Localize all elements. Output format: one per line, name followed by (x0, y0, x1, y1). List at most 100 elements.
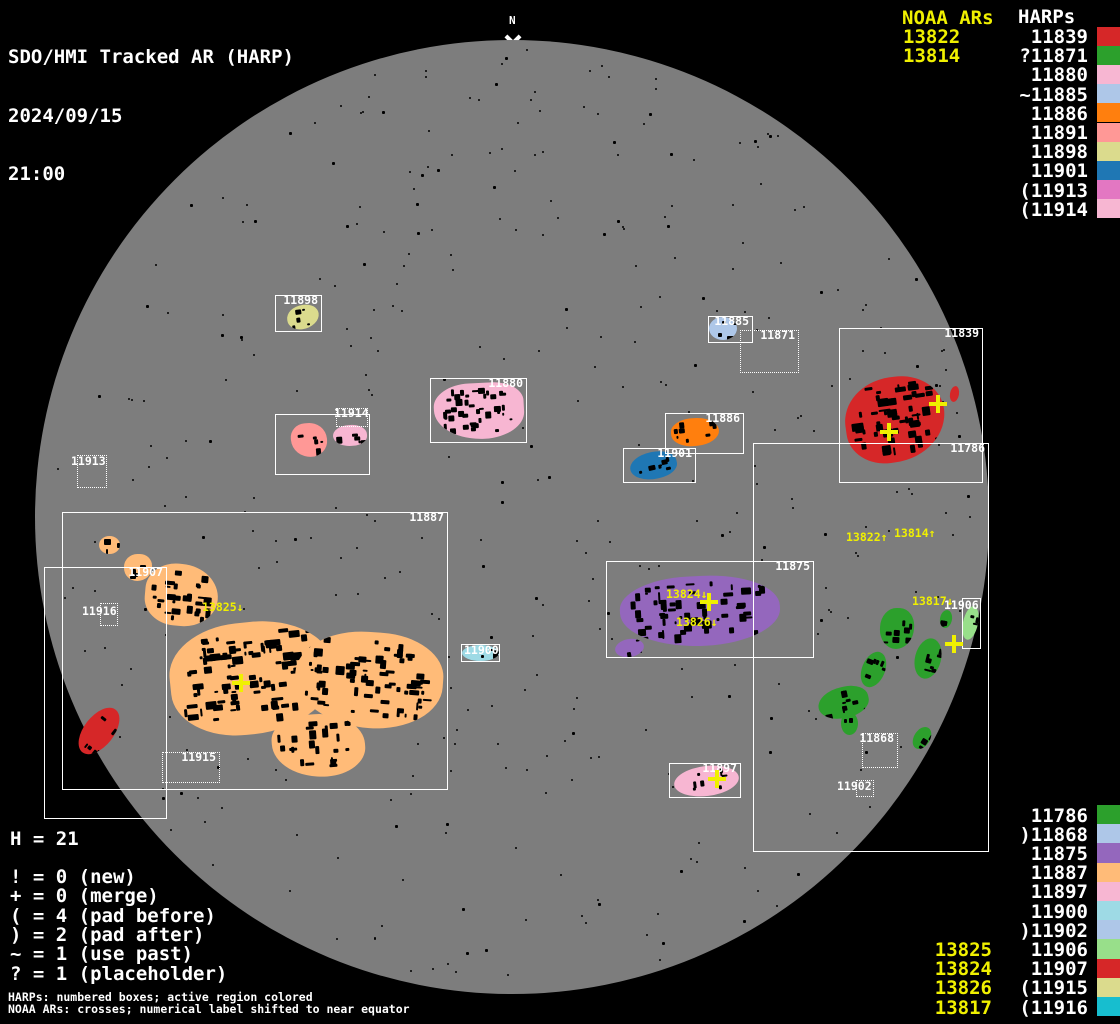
legend-harp-11916: (11916 (1019, 996, 1088, 1019)
harp-label-11898: 11898 (283, 293, 318, 307)
harp-box-11839 (839, 328, 983, 483)
harp-box-11900 (461, 644, 500, 662)
solar-disk (35, 40, 989, 994)
legend-noaa-13822: 13822 (903, 26, 961, 48)
legend-harp-11897: 11897 (1030, 881, 1088, 904)
harp-box-11906 (962, 598, 981, 649)
harp-label-11902: 11902 (837, 779, 872, 793)
legend-noaa-13817: 13817 (934, 996, 992, 1019)
harp-label-11875: 11875 (775, 559, 810, 573)
legend-swatch-11839 (1097, 26, 1120, 46)
harp-box-11871 (740, 330, 799, 373)
noaa-annotation: 13822↑ (846, 530, 888, 544)
legend-harp-11880: 11880 (1030, 64, 1088, 87)
harp-count: H = 21 (10, 828, 79, 850)
stat-line: ! = 0 (new) (10, 866, 136, 888)
harp-label-11916: 11916 (82, 604, 117, 618)
stat-line: ) = 2 (pad after) (10, 923, 205, 946)
harp-label-11897: 11897 (702, 761, 737, 775)
legend-swatch-11875 (1097, 843, 1120, 863)
legend-swatch-11900 (1097, 901, 1120, 921)
noaa-cross-icon (945, 635, 963, 653)
stat-line: ~ = 1 (use past) (10, 943, 194, 966)
harp-label-11887: 11887 (409, 510, 444, 524)
harp-label-11906: 11906 (944, 598, 979, 612)
legend-swatch-11891 (1097, 122, 1120, 142)
legend-swatch-11915 (1097, 977, 1120, 997)
legend-swatch-11871 (1097, 45, 1120, 65)
harp-box-11885 (708, 316, 753, 343)
footnote-harps: HARPs: numbered boxes; active region col… (8, 990, 313, 1004)
legend-harp-11868: )11868 (1019, 823, 1088, 846)
disk-speckles (35, 40, 989, 994)
observation-date: 2024/09/15 (8, 104, 123, 127)
noaa-cross-icon (929, 395, 947, 413)
legend-harp-11875: 11875 (1030, 842, 1088, 865)
harp-label-11886: 11886 (705, 411, 740, 425)
legend-swatch-11901 (1097, 160, 1120, 181)
harp-box-11868 (862, 733, 898, 768)
footnote-noaa: NOAA ARs: crosses; numerical label shift… (8, 1001, 410, 1016)
harp-box-11907 (44, 567, 167, 819)
active-region-11885 (709, 317, 737, 340)
legend-harp-11891: 11891 (1030, 122, 1088, 144)
stat-line: ? = 1 (placeholder) (10, 962, 228, 985)
legend-harp-11900: 11900 (1030, 900, 1088, 923)
active-region-11900 (462, 645, 499, 661)
legend-noaa-13824: 13824 (934, 958, 992, 981)
legend-harp-11901: 11901 (1030, 160, 1088, 183)
harp-box-11880 (430, 378, 527, 443)
noaa-annotation: 13814↑ (894, 526, 936, 540)
legend-swatch-11902 (1097, 920, 1120, 940)
legend-swatch-11885 (1097, 84, 1120, 104)
harp-label-11880: 11880 (488, 376, 523, 390)
legend-swatch-11916 (1097, 997, 1120, 1017)
harp-box-11897 (669, 763, 741, 798)
harp-label-11915: 11915 (181, 750, 216, 764)
north-label: N (509, 14, 516, 27)
harp-box-11902 (856, 780, 874, 797)
noaa-ars-header: NOAA ARs (902, 7, 994, 29)
legend-swatch-11880 (1097, 64, 1120, 85)
harp-label-11868: 11868 (859, 731, 894, 745)
noaa-cross-icon (700, 593, 718, 611)
legend-swatch-11907 (1097, 958, 1120, 978)
legend-swatch-11898 (1097, 141, 1120, 161)
harp-box-11901 (623, 448, 696, 483)
harp-label-11900: 11900 (464, 643, 499, 657)
harp-label-11786: 11786 (950, 441, 985, 455)
legend-swatch-11868 (1097, 824, 1120, 844)
legend-noaa-13825: 13825 (934, 938, 992, 961)
harps-header: HARPs (1018, 6, 1076, 28)
legend-harp-11907: 11907 (1030, 958, 1088, 981)
page-title: SDO/HMI Tracked AR (HARP) (8, 46, 294, 68)
harp-box-11887 (62, 512, 448, 790)
noaa-cross-icon (880, 423, 898, 441)
noaa-cross-icon (232, 674, 250, 692)
legend-harp-11885: ~11885 (1019, 83, 1088, 106)
harp-box-11915 (162, 752, 220, 783)
legend-harp-11906: 11906 (1030, 938, 1088, 961)
stat-line: + = 0 (merge) (10, 885, 159, 908)
harp-label-11839: 11839 (944, 326, 979, 340)
legend-swatch-11913 (1097, 180, 1120, 200)
harp-label-11913: 11913 (71, 454, 106, 468)
legend-harp-11898: 11898 (1030, 141, 1088, 164)
legend-harp-11886: 11886 (1030, 102, 1088, 125)
active-region-11786 (841, 712, 858, 735)
header-block: SDO/HMI Tracked AR (HARP) 2024/09/15 21:… (8, 9, 294, 224)
harp-label-11871: 11871 (760, 328, 795, 342)
stat-line: ( = 4 (pad before) (10, 904, 216, 927)
observation-time: 21:00 (8, 163, 66, 185)
noaa-annotation: 13824↓ (666, 587, 708, 601)
harp-box-11913 (77, 455, 107, 488)
noaa-annotation: 13817↓ (912, 594, 954, 608)
harp-box-11916 (100, 603, 118, 626)
harp-box-11891 (275, 414, 370, 475)
harp-box-11914 (336, 408, 368, 427)
harp-label-11901: 11901 (657, 446, 692, 460)
legend-swatch-11786 (1097, 805, 1120, 825)
legend-harp-11902: )11902 (1019, 919, 1088, 942)
legend-harp-11839: 11839 (1030, 26, 1088, 48)
